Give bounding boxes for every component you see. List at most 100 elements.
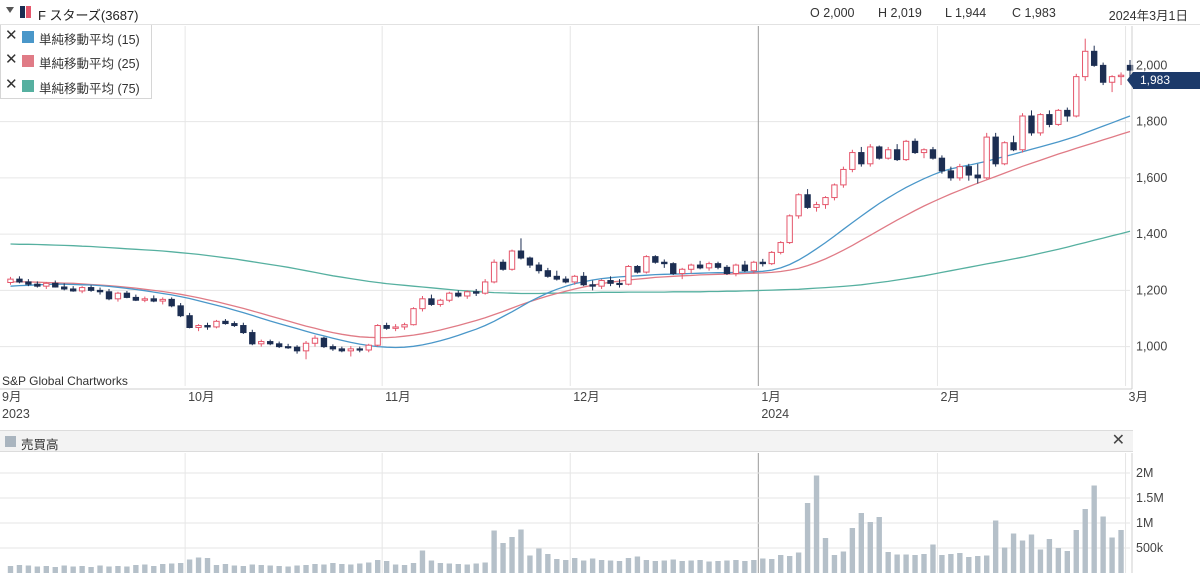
volume-bar	[921, 554, 927, 573]
candle	[929, 146, 937, 160]
candle	[347, 346, 354, 357]
candle	[1028, 110, 1035, 136]
candle	[1046, 110, 1053, 128]
price-tick-label: 1,400	[1136, 227, 1167, 241]
volume-bar	[106, 566, 112, 573]
volume-bar	[321, 564, 327, 573]
candle	[1055, 108, 1062, 126]
chevron-down-icon[interactable]	[6, 7, 14, 13]
open-value: O 2,000	[810, 6, 855, 20]
candle	[517, 238, 525, 260]
legend-label: 単純移動平均 (75)	[39, 82, 140, 96]
candle	[311, 335, 319, 347]
candle	[446, 291, 453, 303]
volume-tick-label: 1M	[1136, 516, 1153, 530]
ma75-line	[10, 230, 1131, 295]
candle	[732, 263, 740, 277]
volume-bar	[428, 560, 435, 573]
volume-bar	[348, 564, 354, 573]
candle	[768, 251, 775, 266]
volume-bar	[778, 555, 784, 573]
candle	[275, 341, 283, 349]
candle	[571, 274, 578, 285]
close-icon[interactable]: ✕	[5, 76, 18, 93]
candle	[526, 256, 534, 268]
candle	[1019, 113, 1026, 153]
volume-bar	[751, 560, 757, 573]
volume-panel-header: 売買高 ✕	[0, 430, 1133, 452]
candle	[114, 291, 122, 302]
close-icon[interactable]: ✕	[5, 27, 18, 44]
candle	[544, 267, 552, 278]
legend-item-ma75: ✕ 単純移動平均 (75)	[1, 74, 153, 98]
candle	[186, 312, 193, 329]
candle	[1108, 75, 1116, 93]
candle	[777, 241, 784, 255]
candle	[213, 319, 220, 329]
credit-label: S&P Global Chartworks	[2, 374, 128, 388]
candle	[428, 294, 435, 306]
volume-bar	[124, 566, 130, 573]
volume-bar	[455, 564, 461, 573]
candle	[34, 281, 41, 288]
volume-bar	[7, 566, 14, 573]
candle	[195, 324, 202, 332]
symbol-title[interactable]: F スターズ(3687)	[38, 8, 139, 23]
volume-bar	[554, 559, 560, 573]
candle	[123, 290, 131, 299]
candle	[661, 259, 668, 268]
volume-tick-label: 1.5M	[1136, 491, 1164, 505]
volume-bar	[652, 561, 659, 573]
volume-bar	[876, 517, 882, 573]
candle	[464, 290, 471, 299]
candle	[365, 343, 372, 353]
candle	[652, 255, 659, 264]
candle	[634, 265, 641, 274]
volume-bar	[285, 566, 291, 573]
candle	[741, 260, 749, 273]
candle	[231, 321, 238, 327]
volume-bar	[598, 560, 605, 573]
volume-bar	[97, 565, 103, 573]
close-icon[interactable]: ✕	[1111, 432, 1125, 449]
candle	[293, 345, 301, 354]
volume-bar	[912, 555, 918, 573]
volume-bar	[43, 566, 49, 573]
volume-bar	[984, 555, 990, 573]
month-tick-label: 11月	[385, 390, 410, 404]
candle	[455, 290, 462, 298]
candle	[7, 276, 14, 285]
volume-bar	[572, 558, 578, 573]
candle	[902, 139, 910, 161]
volume-bar	[948, 554, 954, 573]
volume-bar	[142, 564, 148, 573]
candle	[52, 280, 59, 288]
volume-bar	[52, 567, 58, 573]
price-axis: 1,000 1,200 1,400 1,600 1,800 2,000	[1131, 26, 1167, 389]
candle	[168, 297, 175, 308]
volume-bar	[563, 560, 569, 573]
candle	[643, 255, 650, 274]
volume-bar	[1010, 533, 1017, 573]
volume-bar	[482, 562, 488, 573]
volume-bar	[186, 559, 193, 573]
candle	[714, 261, 722, 270]
candle	[795, 193, 802, 219]
volume-bar	[769, 559, 775, 573]
volume-bar	[1037, 549, 1044, 573]
candle	[965, 163, 972, 181]
volume-tick-label: 2M	[1136, 466, 1153, 480]
volume-bar	[894, 554, 900, 573]
price-tick-label: 2,000	[1136, 58, 1167, 72]
volume-bar	[1073, 530, 1079, 573]
candle	[437, 298, 444, 307]
volume-bar	[79, 566, 85, 573]
close-icon[interactable]: ✕	[5, 51, 18, 68]
volume-bar	[383, 561, 390, 573]
month-tick-label: 3月	[1129, 390, 1148, 404]
volume-bar	[213, 565, 220, 573]
candle	[320, 336, 328, 349]
legend-label: 単純移動平均 (25)	[39, 57, 140, 71]
candle	[374, 324, 381, 347]
